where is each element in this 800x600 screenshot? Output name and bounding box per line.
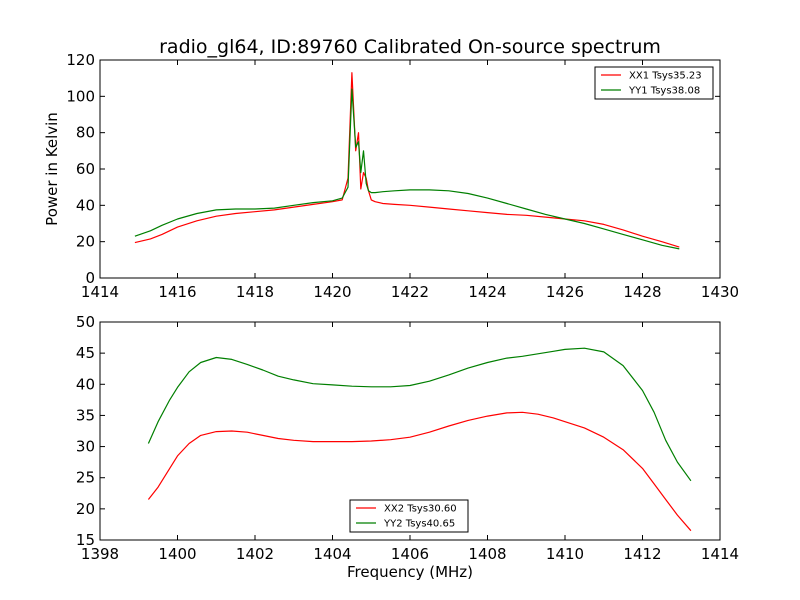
top-spectrum-plot: 1414 1416 1418 1420 1422 1424 1426 1428 1430 0 20 4… [43,51,739,301]
top-y-tick-label: 120 [66,51,95,69]
top-y-tick-label: 40 [76,196,95,214]
bottom-y-tick-label: 50 [76,313,95,331]
bottom-y-tick-label: 15 [76,531,95,549]
top-y-tick-label: 0 [85,269,95,287]
bottom-y-tick-label: 25 [76,469,95,487]
top-x-tick-label: 1430 [701,283,739,301]
x-axis-label: Frequency (MHz) [347,563,473,581]
bottom-x-tick-label: 1408 [468,545,506,563]
bottom-spectrum-plot: 1398 1400 1402 1404 1406 1408 1410 1412 1414 15 20… [76,313,739,563]
top-x-tick-label: 1416 [158,283,196,301]
bottom-x-tick-label: 1414 [701,545,739,563]
bottom-y-tick-label: 20 [76,500,95,518]
bottom-series-007f00-line [147,347,692,482]
top-y-tick-label: 80 [76,124,95,142]
top-series-007f00-line [134,88,680,250]
top-y-tick-label: 60 [76,160,95,178]
top-x-tick-label: 1420 [313,283,351,301]
bottom-legend-label: XX2 Tsys30.60 [384,504,457,515]
top-series-ff0000-line [134,72,680,248]
bottom-x-tick-label: 1398 [81,545,119,563]
bottom-y-tick-label: 30 [76,438,95,456]
bottom-y-tick-label: 45 [76,344,95,362]
bottom-x-tick-label: 1404 [313,545,351,563]
bottom-y-tick-label: 35 [76,406,95,424]
top-legend-label: XX1 Tsys35.23 [629,71,702,82]
top-y-tick-label: 100 [66,87,95,105]
bottom-x-tick-label: 1400 [158,545,196,563]
bottom-series-ff0000-line [147,411,692,532]
bottom-x-tick-label: 1402 [236,545,274,563]
top-x-tick-label: 1422 [391,283,429,301]
bottom-legend-box [349,499,469,533]
bottom-legend-label: YY2 Tsys40.65 [383,519,455,530]
bottom-y-tick-label: 40 [76,375,95,393]
top-x-tick-label: 1426 [546,283,584,301]
figure-title: radio_gl64, ID:89760 Calibrated On-sourc… [159,36,661,58]
bottom-x-tick-label: 1412 [623,545,661,563]
top-y-tick-label: 20 [76,233,95,251]
top-x-tick-label: 1424 [468,283,506,301]
bottom-x-tick-label: 1406 [391,545,429,563]
top-legend-box [594,66,714,100]
top-x-tick-label: 1428 [623,283,661,301]
top-legend-label: YY1 Tsys38.08 [628,86,700,97]
bottom-x-tick-label: 1410 [546,545,584,563]
top-y-axis-label: Power in Kelvin [43,112,61,226]
top-x-tick-label: 1414 [81,283,119,301]
top-x-tick-label: 1418 [236,283,274,301]
